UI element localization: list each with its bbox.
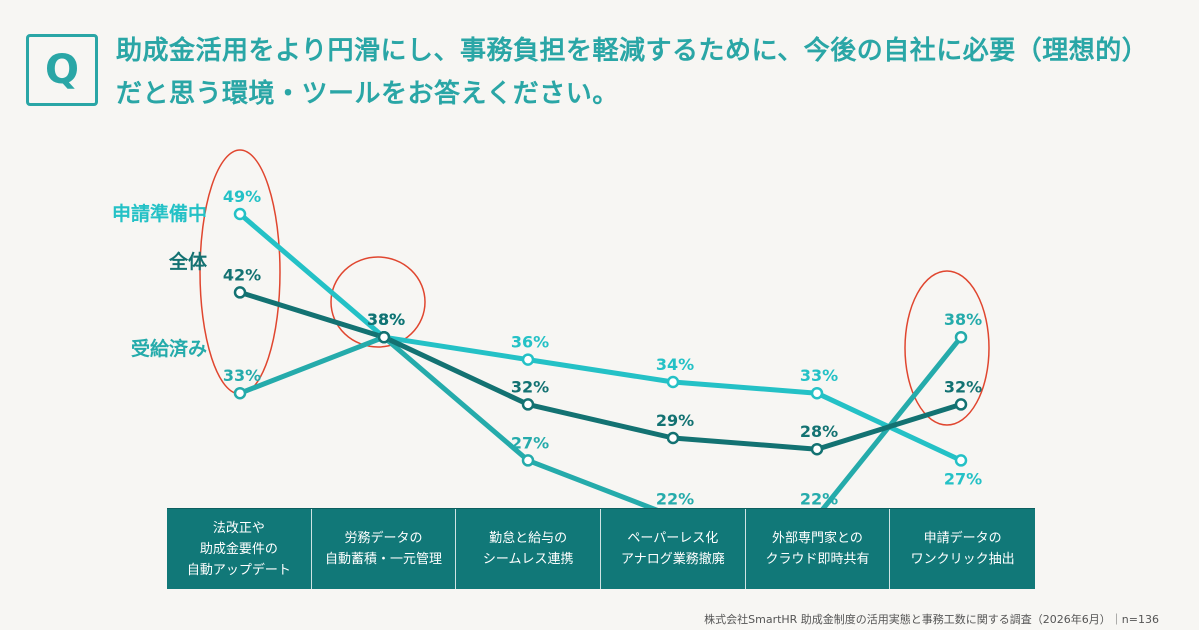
value-label-overall-6: 32% — [944, 377, 982, 396]
highlight-ellipses — [199, 149, 990, 426]
q-letter: Q — [44, 47, 79, 93]
value-label-received-3: 27% — [511, 433, 549, 452]
value-label-received-5: 22% — [800, 489, 838, 508]
point-received-6 — [954, 330, 968, 344]
point-applying-6 — [954, 454, 968, 467]
value-label-overall-2: 38% — [367, 310, 405, 329]
category-label-5: 外部専門家との クラウド即時共有 — [745, 509, 891, 589]
line-received — [237, 334, 964, 519]
point-overall-4 — [666, 431, 680, 445]
line-applying — [237, 211, 964, 463]
point-overall-2 — [377, 330, 391, 344]
series-label-applying: 申請準備中 — [112, 202, 207, 225]
category-label-1: 法改正や 助成金要件の 自動アップデート — [167, 509, 312, 589]
category-table: 法改正や 助成金要件の 自動アップデート 労務データの 自動蓄積・一元管理 勤怠と給… — [167, 508, 1035, 589]
point-applying-3 — [521, 353, 535, 366]
point-overall-6 — [954, 398, 968, 411]
highlight-ellipse-2 — [330, 256, 426, 348]
point-overall-1 — [233, 286, 247, 299]
value-label-received-2: 38% — [367, 310, 405, 329]
category-label-4: ペーパーレス化 アナログ業務撤廃 — [601, 509, 746, 589]
value-label-applying-6: 27% — [944, 469, 982, 488]
value-label-overall-5: 28% — [800, 422, 838, 441]
point-overall-3 — [521, 398, 535, 411]
series-label-received: 受給済み — [131, 337, 207, 360]
point-received-3 — [521, 454, 535, 467]
category-label-6: 申請データの ワンクリック抽出 — [890, 509, 1035, 589]
line-overall — [237, 289, 964, 452]
value-label-applying-5: 33% — [800, 366, 838, 385]
value-label-received-6: 38% — [944, 310, 982, 329]
category-label-3: 勤怠と給与の シームレス連携 — [456, 509, 601, 589]
series-points — [233, 207, 968, 523]
question-mark-box: Q — [26, 34, 98, 106]
value-label-applying-4: 34% — [656, 355, 694, 374]
value-label-applying-3: 36% — [511, 333, 549, 352]
value-label-overall-1: 42% — [223, 265, 261, 284]
question-text: 助成金活用をより円滑にし、事務負担を軽減するために、今後の自社に必要（理想的）だ… — [116, 36, 1149, 109]
value-label-applying-1: 49% — [223, 187, 261, 206]
value-label-overall-3: 32% — [511, 377, 549, 396]
point-applying-4 — [666, 375, 680, 389]
point-received-1 — [233, 386, 247, 400]
series-lines — [237, 211, 964, 519]
point-overall-5 — [810, 442, 824, 456]
series-label-overall: 全体 — [168, 250, 208, 273]
point-applying-5 — [810, 386, 824, 400]
source-note: 株式会社SmartHR 助成金制度の活用実態と事務工数に関する調査（2026年6… — [704, 613, 1159, 626]
highlight-ellipse-3 — [904, 270, 990, 426]
point-applying-1 — [233, 207, 247, 221]
category-label-2: 労務データの 自動蓄積・一元管理 — [311, 509, 457, 589]
value-label-applying-2: 38% — [367, 310, 405, 329]
value-label-overall-4: 29% — [656, 411, 694, 430]
value-label-received-4: 22% — [656, 489, 694, 508]
value-labels: 49%38%36%34%33%27%33%38%27%22% 22%38%42%3… — [223, 187, 982, 508]
value-label-received-1: 33% — [223, 366, 261, 385]
